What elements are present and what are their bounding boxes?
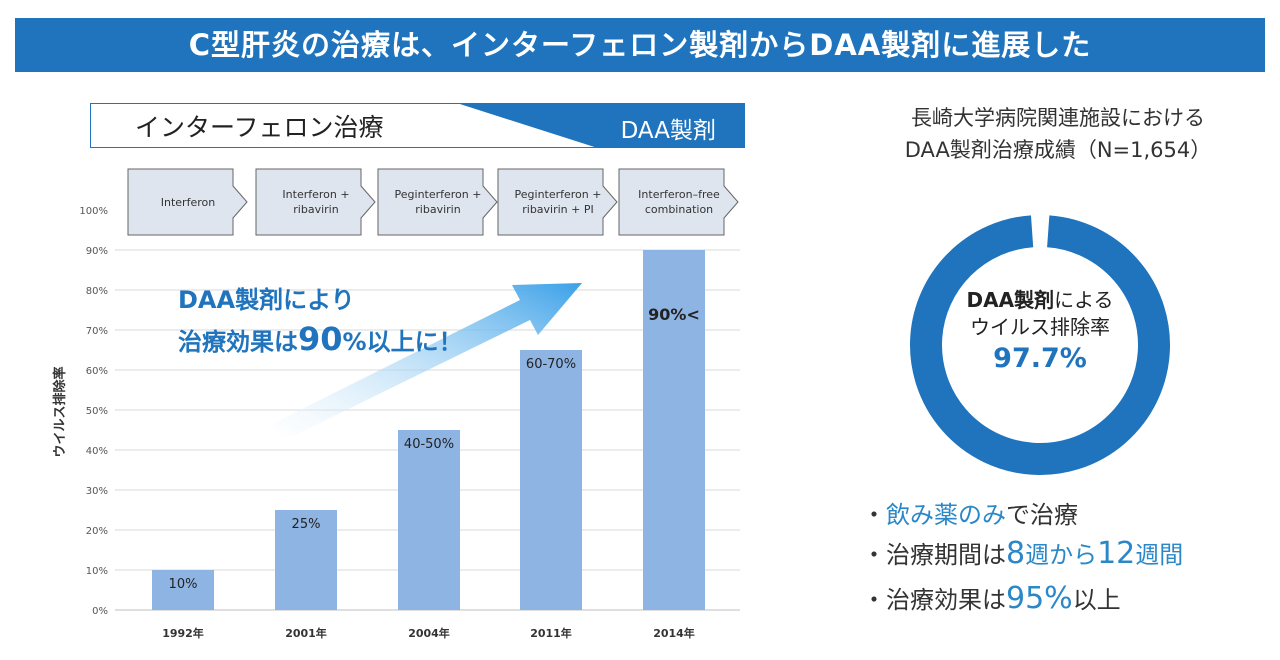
y-tick-label: 50% <box>86 406 108 417</box>
bar <box>643 250 705 610</box>
x-tick-label: 2014年 <box>653 626 695 640</box>
daa-era-label: DAA製剤 <box>620 118 716 144</box>
callout-line2: 治療効果は90%以上に！ <box>178 320 463 358</box>
bar-data-label: 25% <box>292 517 321 532</box>
y-tick-label: 90% <box>86 246 108 257</box>
results-title-line1: 長崎大学病院関連施設における <box>911 106 1205 130</box>
donut-slice-cleared <box>910 215 1170 475</box>
bullet-efficacy: ・治療効果は95%以上 <box>862 581 1121 616</box>
results-title: 長崎大学病院関連施設における DAA製剤治療成績（N=1,654） <box>868 102 1248 166</box>
bar-data-label: 40-50% <box>404 437 454 452</box>
trend-arrow <box>270 283 582 440</box>
bar <box>152 570 214 610</box>
callout-text-end: %以上に！ <box>342 328 463 356</box>
y-axis-title: ウイルス排除率 <box>52 366 68 457</box>
daa-era-shape <box>459 104 744 147</box>
x-tick-label: 2004年 <box>408 626 450 640</box>
bar-data-label: 60-70% <box>526 357 576 372</box>
step-arrow-shape <box>377 168 498 236</box>
y-tick-label: 80% <box>86 286 108 297</box>
step-arrow-shape <box>255 168 376 236</box>
y-tick-label: 30% <box>86 486 108 497</box>
y-tick-label: 20% <box>86 526 108 537</box>
clearance-donut-chart <box>910 215 1170 475</box>
donut-value: 97.7% <box>993 343 1087 374</box>
treatment-step: Interferon <box>127 168 249 236</box>
callout-number: 90 <box>298 320 343 358</box>
step-label: Interferon <box>160 195 216 209</box>
step-label: Peginterferon + ribavirin + PI <box>514 188 602 216</box>
bar-data-label: 90%< <box>648 305 700 324</box>
step-arrow-shape <box>127 168 248 236</box>
step-arrow-shape <box>497 168 618 236</box>
x-tick-label: 2011年 <box>530 626 572 640</box>
bar <box>275 510 337 610</box>
treatment-step: Peginterferon + ribavirin + PI <box>497 168 619 236</box>
treatment-step: Interferon + ribavirin <box>255 168 377 236</box>
slide-title: C型肝炎の治療は、インターフェロン製剤からDAA製剤に進展した <box>15 18 1265 72</box>
treatment-era-banner: インターフェロン治療 DAA製剤 <box>90 103 745 148</box>
bar <box>520 350 582 610</box>
donut-label-bold: DAA製剤 <box>966 288 1055 312</box>
callout-text: 治療効果は <box>178 328 298 356</box>
y-tick-label: 40% <box>86 446 108 457</box>
y-tick-label: 60% <box>86 366 108 377</box>
y-tick-label: 10% <box>86 566 108 577</box>
x-tick-label: 1992年 <box>162 626 204 640</box>
bullet-oral: ・飲み薬のみで治療 <box>862 501 1078 529</box>
bar-data-label: 10% <box>169 577 198 592</box>
interferon-era-label: インターフェロン治療 <box>135 113 384 142</box>
step-label: Interferon–free combination <box>638 188 720 216</box>
donut-center-label: DAA製剤による ウイルス排除率 97.7% <box>940 287 1140 377</box>
donut-label-line2: ウイルス排除率 <box>970 315 1110 339</box>
y-tick-label: 0% <box>92 606 108 617</box>
treatment-step: Interferon–free combination <box>618 168 740 236</box>
y-tick-label: 100% <box>79 206 108 217</box>
x-tick-label: 2001年 <box>285 626 327 640</box>
step-label: Peginterferon + ribavirin <box>394 188 482 216</box>
treatment-step: Peginterferon + ribavirin <box>377 168 499 236</box>
virus-clearance-bar-chart: 0% 10% 20% 30% 40% 50% 60% 70% 80% 90% 100% 10% 199… <box>52 206 740 640</box>
step-arrow-shape <box>618 168 739 236</box>
results-title-line2: DAA製剤治療成績（N=1,654） <box>904 138 1212 162</box>
bullet-duration: ・治療期間は8週から12週間 <box>862 536 1184 571</box>
callout-line1: DAA製剤により <box>178 286 355 314</box>
y-tick-label: 70% <box>86 326 108 337</box>
donut-label-rest: による <box>1054 288 1114 312</box>
bar <box>398 430 460 610</box>
step-label: Interferon + ribavirin <box>282 188 350 216</box>
